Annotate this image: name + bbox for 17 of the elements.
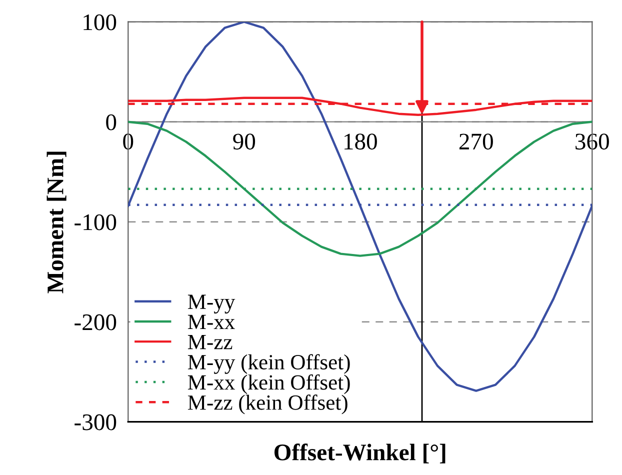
x-tick-label: 270 <box>459 134 493 150</box>
y-tick-label: -200 <box>74 314 116 330</box>
legend-label: M-xx <box>188 314 235 330</box>
y-axis-title: Moment [Nm] <box>46 152 66 294</box>
y-tick-label: 100 <box>84 14 116 30</box>
y-tick-label: 0 <box>106 114 116 130</box>
y-tick-label: -100 <box>74 214 116 230</box>
line-series <box>128 96 592 116</box>
legend-label: M-yy (kein Offset) <box>188 354 350 374</box>
legend-label: M-zz <box>188 335 232 350</box>
x-tick-label: 90 <box>233 134 256 150</box>
y-tick-label: -300 <box>74 414 116 430</box>
legend-label: M-zz (kein Offset) <box>188 394 348 414</box>
x-axis-title: Offset-Winkel [°] <box>274 444 446 464</box>
legend-label: M-yy <box>188 294 236 314</box>
legend-label: M-xx (kein Offset) <box>188 374 350 394</box>
x-tick-label: 180 <box>344 134 377 150</box>
